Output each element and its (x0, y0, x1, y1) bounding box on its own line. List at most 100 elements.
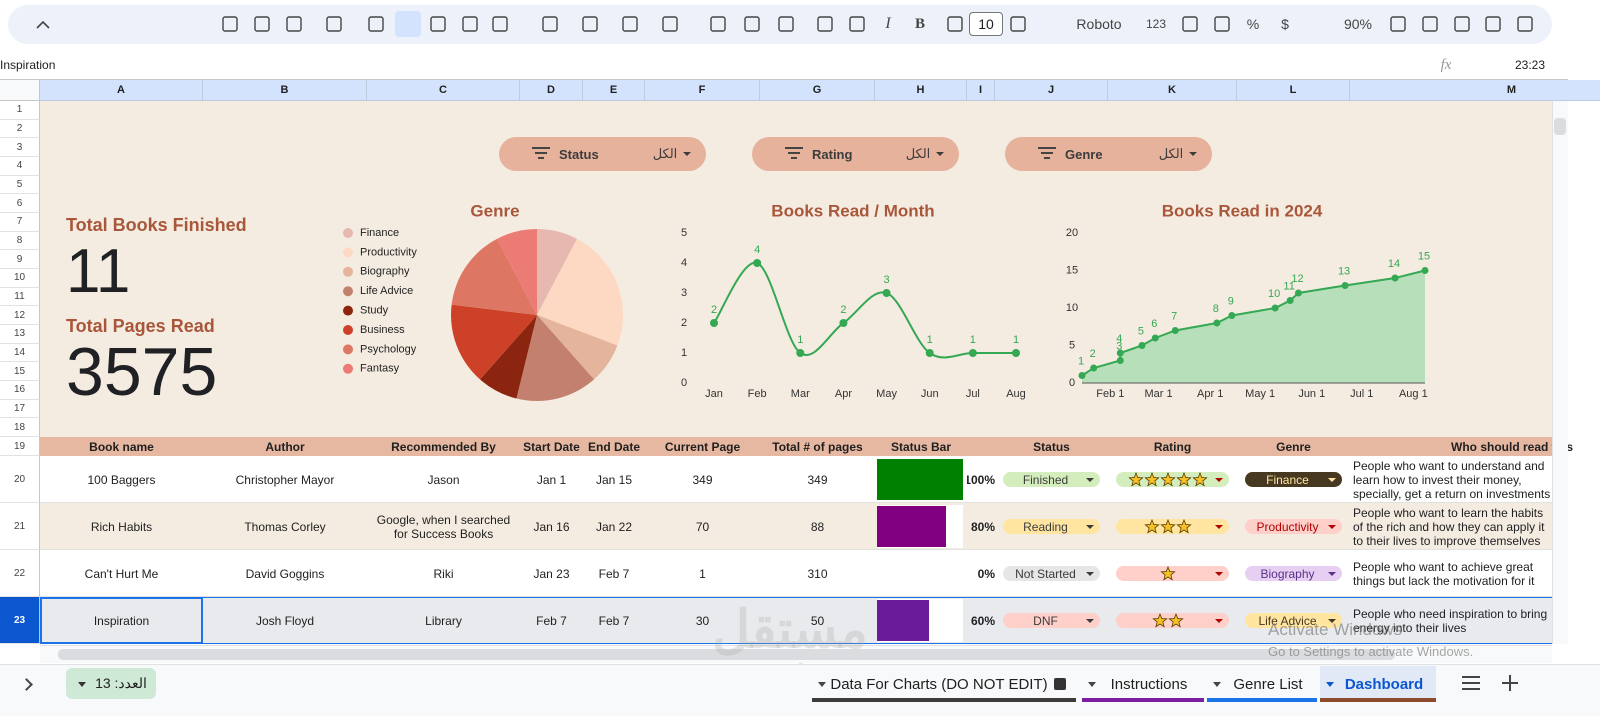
table-cell: Feb 7 (598, 613, 630, 628)
star-group (1144, 519, 1192, 534)
status-chip[interactable] (1003, 519, 1100, 534)
data-label: 9 (1228, 295, 1234, 307)
row-header[interactable]: 6 (0, 194, 40, 213)
table-cell: Josh Floyd (255, 613, 315, 628)
column-header[interactable]: B (203, 80, 367, 101)
row-header[interactable]: 3 (0, 138, 40, 157)
filter-label: Rating (812, 146, 853, 162)
table-header: Start Date (523, 439, 580, 454)
star-group (1128, 472, 1208, 487)
toolbar-icon (744, 16, 760, 32)
toolbar-button[interactable]: Roboto (1076, 16, 1122, 32)
row-header[interactable]: 16 (0, 381, 40, 400)
sheet-tab[interactable] (1207, 666, 1317, 702)
row-header[interactable]: 10 (0, 269, 40, 288)
column-header[interactable]: F (645, 80, 760, 101)
filter-chip[interactable] (752, 137, 959, 171)
toolbar-button[interactable]: $ (1281, 16, 1289, 32)
row-header[interactable]: 18 (0, 418, 40, 437)
toolbar-icon (582, 16, 598, 32)
column-header[interactable]: K (1108, 80, 1237, 101)
status-chip[interactable] (1003, 566, 1100, 581)
chip-arrow (1215, 478, 1223, 482)
row-header[interactable]: 5 (0, 175, 40, 195)
status-chip[interactable] (1003, 613, 1100, 628)
data-label: 1 (927, 334, 933, 346)
row-header[interactable]: 9 (0, 250, 40, 269)
toolbar-button[interactable]: B (914, 15, 925, 32)
table-header: Total # of pages (772, 439, 863, 454)
tab-arrow (1326, 682, 1334, 687)
data-point (1421, 267, 1429, 274)
row-header[interactable]: 1 (0, 101, 40, 120)
x-tick-label: Jan (705, 388, 723, 400)
column-header[interactable]: C (367, 80, 520, 101)
genre-chip-text: Life Advice (1258, 613, 1317, 628)
row-header[interactable]: 7 (0, 213, 40, 232)
legend-label: Study (360, 305, 389, 317)
column-header[interactable]: J (995, 80, 1108, 101)
column-header[interactable]: I (967, 80, 995, 101)
horizontal-thumb[interactable] (58, 649, 1395, 660)
chip-arrow (1086, 619, 1094, 623)
row-header[interactable]: 12 (0, 306, 40, 325)
genre-chip[interactable] (1245, 566, 1342, 581)
column-header[interactable]: A (40, 80, 203, 101)
row-header[interactable]: 21 (0, 503, 40, 550)
x-tick-label: Apr (835, 388, 852, 400)
column-header[interactable]: G (760, 80, 875, 101)
vertical-thumb[interactable] (1554, 118, 1566, 135)
table-cell: Riki (433, 566, 454, 581)
chip-arrow (1215, 572, 1223, 576)
row-header[interactable]: 23 (0, 597, 40, 644)
toolbar-button[interactable]: I (885, 15, 891, 32)
data-point (753, 259, 762, 267)
toolbar-icon (1422, 16, 1438, 32)
sheet-tab[interactable] (812, 666, 1076, 702)
status-chip[interactable] (1003, 472, 1100, 487)
toolbar-button[interactable]: % (1246, 16, 1260, 32)
data-label: 1 (1013, 334, 1019, 346)
column-header[interactable]: H (875, 80, 967, 101)
x-tick-label: Jun (921, 388, 939, 400)
chart-title: Genre (470, 201, 519, 220)
row-header[interactable]: 22 (0, 550, 40, 597)
star (1144, 472, 1160, 487)
chip-arrow (1086, 572, 1094, 576)
formula-divider (0, 79, 1568, 80)
column-header[interactable]: E (583, 80, 645, 101)
progress-label: 60% (970, 613, 995, 628)
all-sheets-menu[interactable] (1462, 676, 1480, 690)
toolbar-button[interactable]: 123 (1145, 17, 1167, 31)
row-header[interactable]: 20 (0, 456, 40, 503)
row-header[interactable]: 13 (0, 325, 40, 344)
sheet-tab[interactable] (1082, 666, 1204, 702)
star (1168, 613, 1184, 628)
data-label: 3 (884, 274, 890, 286)
sheet-tab[interactable] (1320, 666, 1436, 702)
row-header[interactable]: 14 (0, 343, 40, 363)
row-header[interactable]: 19 (0, 437, 40, 456)
filter-label: Genre (1065, 146, 1103, 162)
row-header[interactable]: 2 (0, 119, 40, 139)
column-header[interactable]: M (1350, 80, 1600, 101)
row-header[interactable]: 11 (0, 287, 40, 307)
row-header[interactable]: 17 (0, 399, 40, 419)
genre-chip[interactable] (1245, 519, 1342, 534)
toolbar-button[interactable]: 90% (1343, 16, 1373, 32)
row-header[interactable]: 4 (0, 157, 40, 176)
column-header[interactable]: L (1237, 80, 1350, 101)
filter-chip[interactable] (499, 137, 706, 171)
x-tick-label: May 1 (1245, 388, 1275, 400)
row-header[interactable]: 8 (0, 231, 40, 251)
row-header[interactable]: 15 (0, 362, 40, 381)
genre-chip[interactable] (1245, 613, 1342, 628)
x-tick-label: Jun 1 (1298, 388, 1325, 400)
genre-chip[interactable] (1245, 472, 1342, 487)
filter-chip[interactable] (1005, 137, 1212, 171)
data-label: 15 (1418, 250, 1430, 262)
font-size-input[interactable]: 10 (969, 12, 1003, 36)
count-badge-text: العدد: 13 (95, 675, 147, 691)
corner-cell (0, 80, 40, 101)
column-header[interactable]: D (520, 80, 583, 101)
